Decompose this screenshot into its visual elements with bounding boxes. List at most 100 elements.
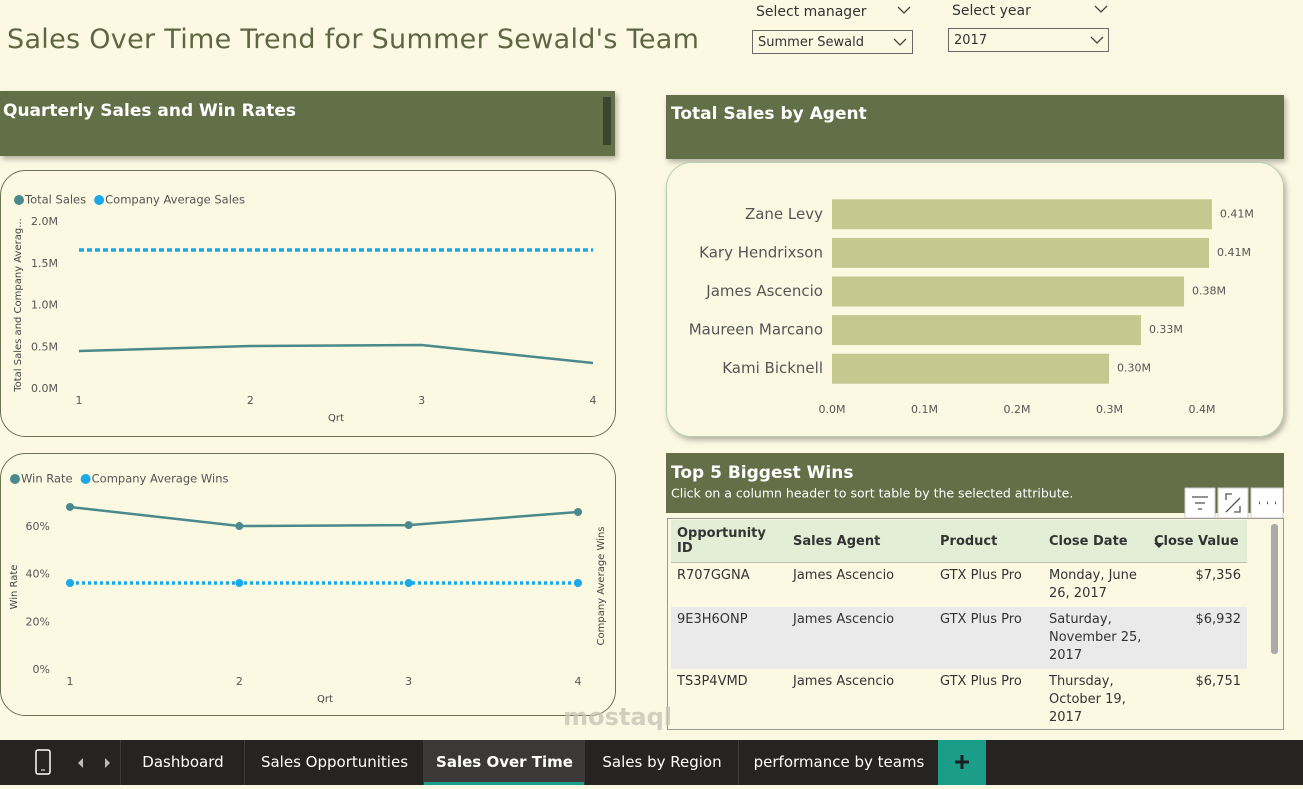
filter-dropdown[interactable]: Summer Sewald [752, 30, 913, 54]
focus-button[interactable] [1217, 487, 1249, 519]
value-label: 0.41M [1217, 246, 1251, 259]
table-cell: GTX Plus Pro [940, 674, 1022, 689]
legend-label: Company Average Wins [92, 472, 229, 486]
x-tick-label: 2 [247, 394, 254, 407]
page-tab[interactable]: Dashboard [120, 740, 245, 785]
scrollbar [603, 97, 611, 145]
x-tick-label: 0.0M [819, 403, 846, 416]
legend-marker [80, 474, 91, 484]
chart-frame [0, 170, 616, 437]
x-tick-label: 4 [590, 394, 597, 407]
filter-label: Select year [952, 3, 1031, 19]
chevron [897, 6, 911, 14]
x-tick-label: 2 [236, 675, 243, 688]
chevron [1094, 5, 1108, 13]
value-label: 0.38M [1192, 285, 1226, 298]
x-tick-label: 1 [76, 394, 83, 407]
x-tick-label: 0.4M [1189, 403, 1216, 416]
table-cell: $7,356 [1195, 568, 1242, 583]
page-tab[interactable]: Sales Over Time [423, 740, 585, 785]
panel-header [666, 453, 1284, 513]
x-tick-label: 4 [575, 675, 582, 688]
value-label: 0.33M [1149, 323, 1183, 336]
column-header[interactable]: Opportunity ID [671, 520, 787, 563]
table-frame [667, 518, 1284, 730]
page-title: Sales Over Time Trend for Summer Sewald'… [7, 24, 700, 55]
page-tab[interactable]: Sales by Region [584, 740, 739, 785]
chevron [1090, 36, 1104, 44]
table-cell: Monday, June 26, 2017 [1049, 568, 1137, 601]
mobile-icon[interactable] [34, 748, 52, 776]
y-tick-label: 40% [26, 568, 50, 581]
data-table: Opportunity ID Sales Agent Product Close Da… [671, 520, 1247, 728]
x-tick-label: 3 [418, 394, 425, 407]
y-tick-label: 1.0M [31, 299, 58, 312]
page-tab[interactable]: performance by teams [738, 740, 939, 785]
series-line [69, 505, 579, 528]
point-marker [574, 579, 582, 588]
bar [832, 353, 1110, 384]
point-marker [574, 507, 582, 516]
category-label: Kami Bicknell [722, 359, 823, 377]
column-header[interactable]: Close Date [1043, 520, 1148, 563]
bar [832, 199, 1212, 230]
point-marker [404, 521, 413, 530]
table-cell: R707GGNA [677, 568, 750, 583]
legend-marker [14, 195, 24, 205]
table-row: R707GGNA James Ascencio GTX Plus Pro Monday… [671, 563, 1247, 608]
legend-label: Win Rate [21, 472, 73, 486]
filter-value: Summer Sewald [758, 35, 865, 50]
column-header[interactable]: Close Value [1148, 520, 1247, 563]
table-cell: Saturday, November 25, 2017 [1043, 607, 1148, 669]
charts-layer: Quarterly Sales and Win Rates Total Sale… [0, 91, 1284, 731]
visual-toolbar [1184, 487, 1284, 519]
filter-dropdown[interactable]: 2017 [948, 28, 1109, 52]
point-marker [404, 579, 413, 588]
value-label: 0.30M [1117, 362, 1151, 375]
x-tick-label: 1 [67, 675, 74, 688]
chevron [893, 38, 907, 46]
table-cell: James Ascencio [793, 674, 895, 689]
column-header[interactable]: Product [934, 520, 1043, 563]
y-axis-label: Win Rate [9, 565, 20, 610]
panel-header [0, 91, 615, 156]
add-page-button[interactable] [938, 740, 986, 785]
category-label: James Ascencio [705, 282, 823, 300]
table-cell: Thursday, October 19, 2017 [1049, 674, 1126, 725]
point-marker [235, 579, 244, 588]
x-axis-label: Qrt [328, 413, 344, 424]
header-row: Opportunity ID Sales Agent Product Close Da… [671, 520, 1247, 563]
nav-arrows[interactable] [76, 757, 116, 769]
bar [832, 315, 1141, 346]
legend-marker [10, 474, 20, 484]
table-cell: $6,751 [1195, 674, 1242, 689]
x-axis-label: Qrt [317, 694, 333, 705]
y-axis-label: Total Sales and Company Averag... [13, 218, 24, 393]
sort-indicator [1154, 543, 1164, 548]
y-tick-label: 20% [26, 615, 50, 628]
series-line [78, 343, 594, 365]
y2-axis-label: Company Average Wins [596, 527, 607, 646]
x-tick-label: 0.1M [911, 403, 938, 416]
filter-value: 2017 [954, 33, 988, 48]
x-tick-label: 0.2M [1004, 403, 1031, 416]
category-label: Maureen Marcano [689, 321, 823, 339]
legend-label: Company Average Sales [105, 193, 245, 207]
category-label: Zane Levy [745, 205, 823, 223]
table-cell: James Ascencio [787, 607, 934, 669]
table-cell: $6,932 [1148, 607, 1247, 669]
table-title: Top 5 Biggest Wins [671, 463, 853, 483]
bar [832, 237, 1210, 268]
panel-header [666, 95, 1284, 159]
y-tick-label: 1.5M [31, 257, 58, 270]
scrollbar [1271, 524, 1278, 654]
page-tab[interactable]: Sales Opportunities [244, 740, 424, 785]
panel-title: Total Sales by Agent [671, 104, 867, 124]
y-tick-label: 0% [33, 663, 50, 676]
y-tick-label: 0.0M [31, 382, 58, 395]
bar [832, 276, 1185, 307]
table: Opportunity ID Sales Agent Product Close Da… [671, 520, 1247, 728]
column-header[interactable]: Sales Agent [787, 520, 934, 563]
point-marker [66, 502, 74, 511]
